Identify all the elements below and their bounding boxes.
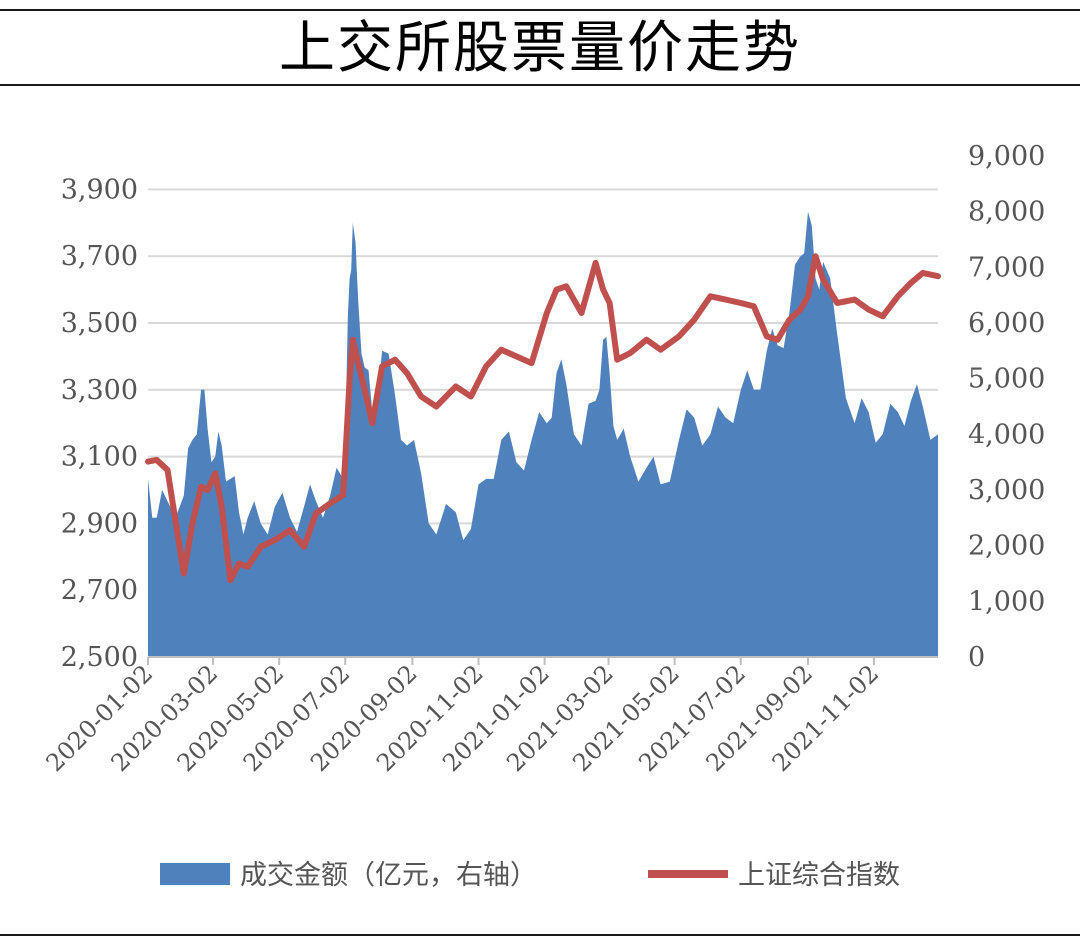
title-rule [0,84,1080,86]
y-left-tick-label: 2,700 [61,575,138,606]
y-right-tick-label: 3,000 [968,475,1045,506]
y-left-tick-label: 3,100 [61,442,138,473]
bottom-rule [0,934,1080,936]
y-right-tick-label: 0 [968,642,985,673]
y-left-tick-label: 3,700 [61,241,138,272]
legend-index-label: 上证综合指数 [738,860,900,891]
legend-volume-label: 成交金额（亿元，右轴） [240,860,537,891]
y-right-tick-label: 8,000 [968,197,1045,228]
y-left-tick-label: 2,500 [61,642,138,673]
y-right-tick-label: 2,000 [968,531,1045,562]
legend-index-swatch [648,870,728,878]
y-right-tick-label: 5,000 [968,364,1045,395]
legend-volume-swatch [160,863,230,885]
y-left-tick-label: 3,300 [61,375,138,406]
top-rule [0,9,1080,11]
y-right-tick-label: 6,000 [968,308,1045,339]
y-left-tick-label: 3,900 [61,174,138,205]
legend: 成交金额（亿元，右轴） 上证综合指数 [160,860,900,891]
y-right-tick-label: 4,000 [968,419,1045,450]
chart-title: 上交所股票量价走势 [279,16,801,81]
volume-area [148,211,938,657]
index-line [145,253,941,584]
y-left-tick-label: 3,500 [61,308,138,339]
y-left-tick-label: 2,900 [61,508,138,539]
y-right-tick-label: 1,000 [968,586,1045,617]
index-line-layer [145,253,941,584]
chart: 2,500 2,700 2,900 3,100 3,300 3,500 3,700 3,900… [41,141,1046,891]
volume-area-layer [148,211,938,657]
y-right-tick-label: 7,000 [968,252,1045,283]
y-right-tick-label: 9,000 [968,141,1045,172]
